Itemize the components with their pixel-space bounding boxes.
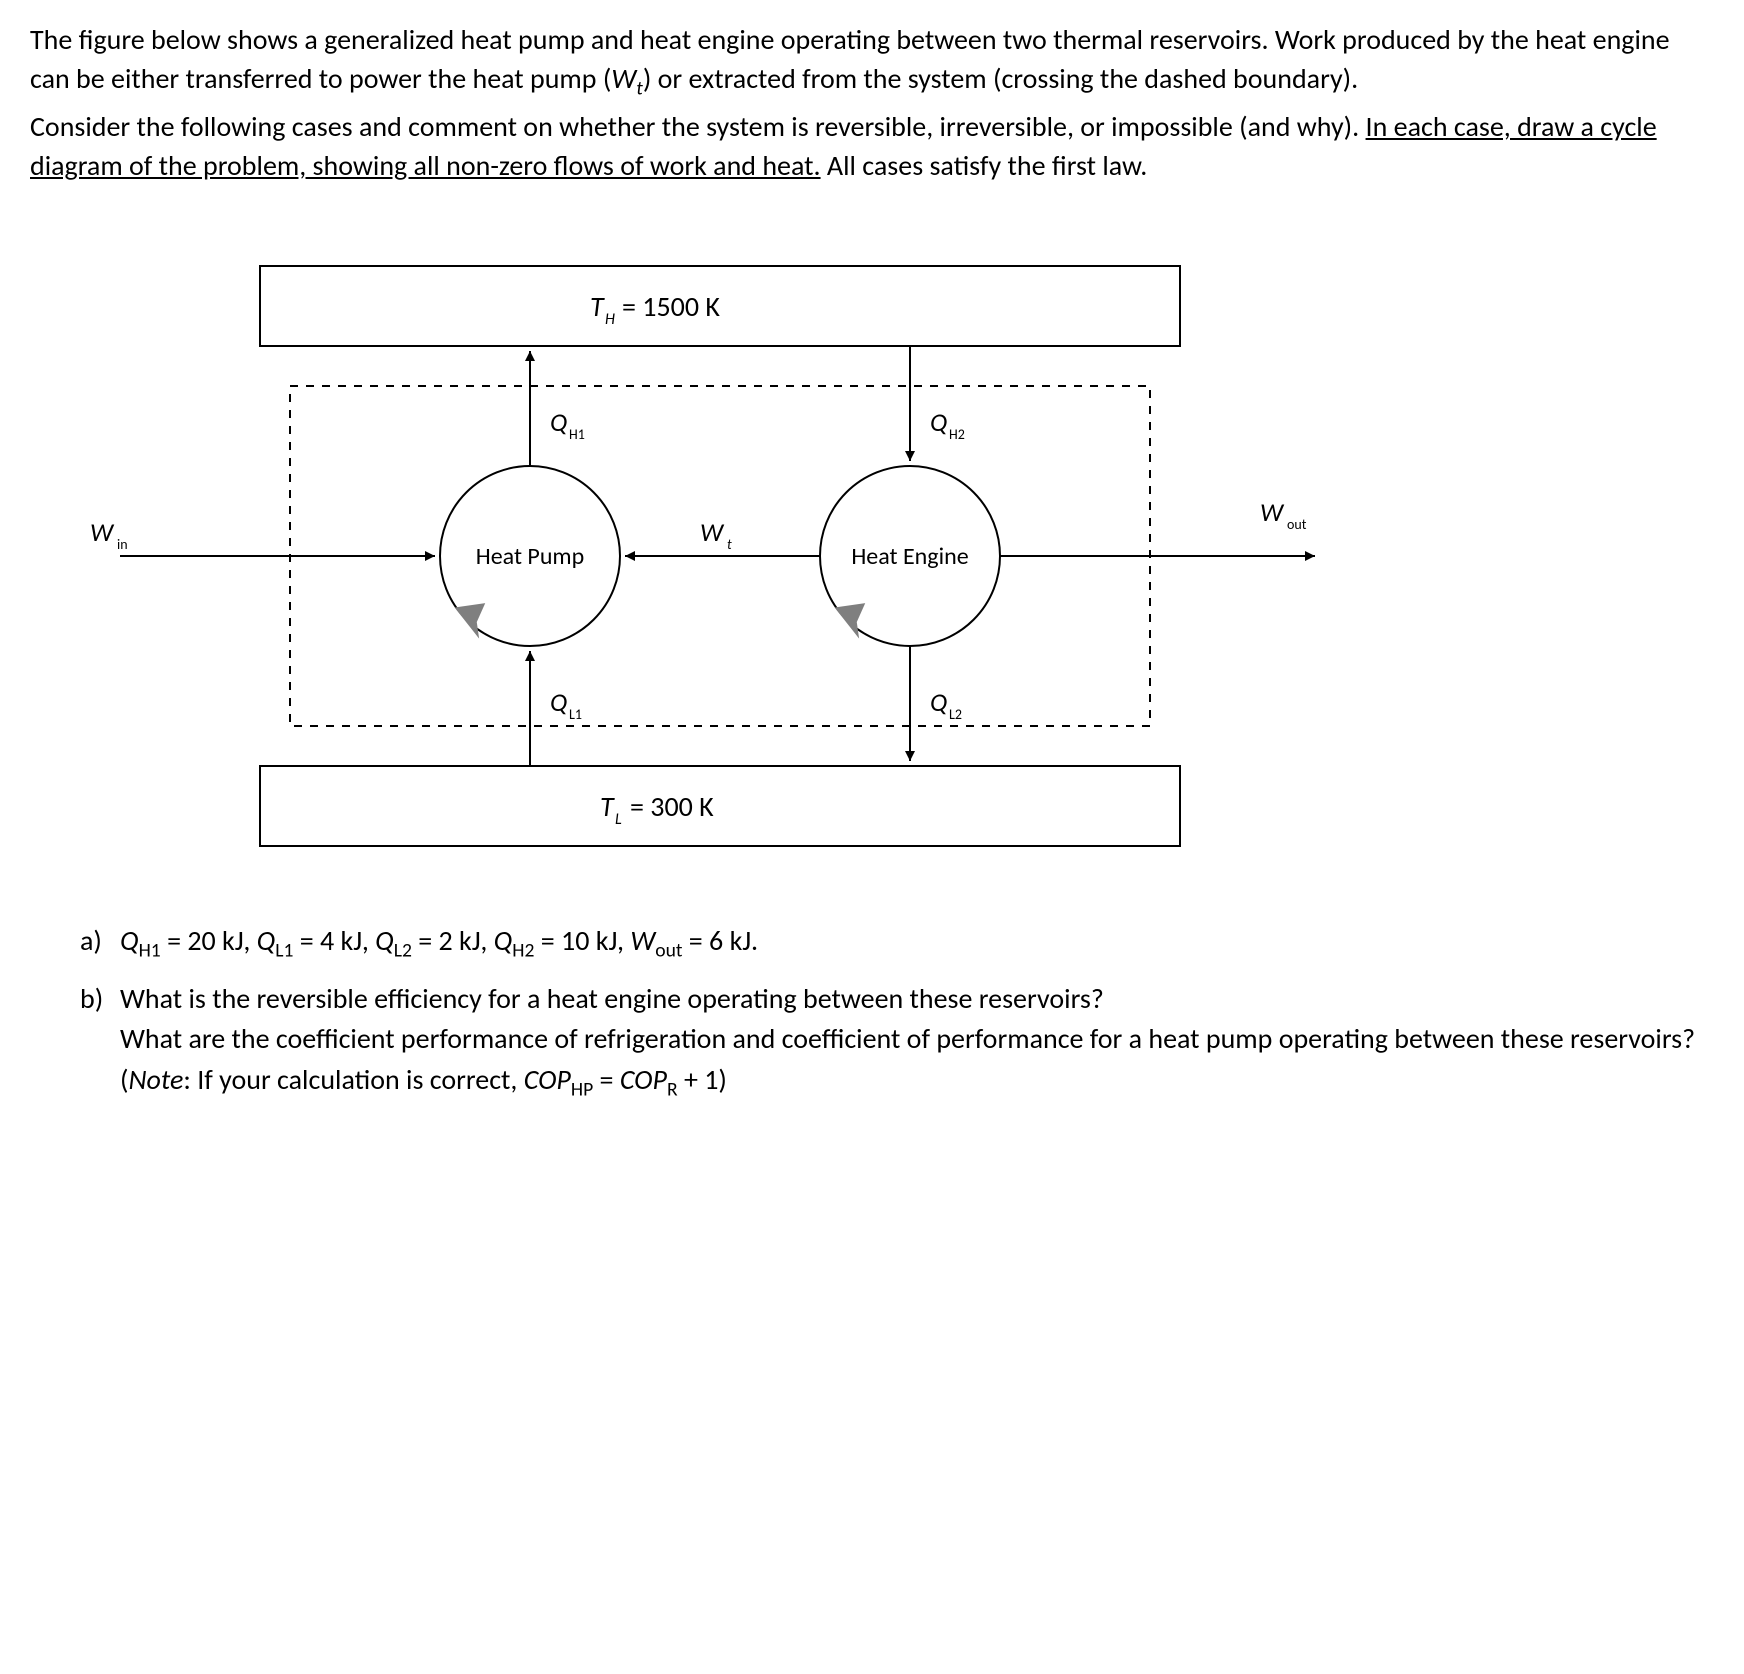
qb-plus: + 1) xyxy=(678,1062,727,1097)
qb-copr: COP xyxy=(620,1062,667,1097)
heat-pump-label: Heat Pump xyxy=(476,542,584,571)
cold-sub-l: L xyxy=(615,810,622,829)
wt-sub: t xyxy=(727,536,732,553)
cold-eq: = 300 K xyxy=(630,789,714,824)
ql2-label: Q xyxy=(930,686,947,718)
win-sub: in xyxy=(117,536,128,553)
cold-reservoir-label: T xyxy=(600,789,615,824)
qa-body: QH1 = 20 kJ, QL1 = 4 kJ, QL2 = 2 kJ, QH2… xyxy=(120,921,1714,965)
problem-paragraph-1: The figure below shows a generalized hea… xyxy=(30,20,1714,103)
thermo-diagram: T H = 1500 K T L = 300 K Heat Pump Heat … xyxy=(30,246,1430,866)
qb-cophp-sub: HP xyxy=(571,1077,593,1101)
ql1-sub: L1 xyxy=(569,706,582,723)
questions-block: a) QH1 = 20 kJ, QL1 = 4 kJ, QL2 = 2 kJ, … xyxy=(30,921,1714,1104)
qb-body: What is the reversible efficiency for a … xyxy=(120,979,1714,1104)
problem-paragraph-2: Consider the following cases and comment… xyxy=(30,107,1714,185)
qb-cophp: COP xyxy=(524,1062,571,1097)
diagram-container: T H = 1500 K T L = 300 K Heat Pump Heat … xyxy=(30,246,1714,871)
ql2-sub: L2 xyxy=(949,706,962,723)
wout-label: W xyxy=(1260,496,1285,528)
cold-reservoir-box xyxy=(260,766,1180,846)
heat-engine-label: Heat Engine xyxy=(851,542,968,571)
qb-eq: = xyxy=(593,1062,620,1097)
qh2-sub: H2 xyxy=(949,426,965,443)
question-a: a) QH1 = 20 kJ, QL1 = 4 kJ, QL2 = 2 kJ, … xyxy=(80,921,1714,965)
hot-reservoir-box xyxy=(260,266,1180,346)
wout-sub: out xyxy=(1287,516,1307,533)
qa-qh1-sub: H1 xyxy=(139,938,161,962)
qa-letter: a) xyxy=(80,921,120,965)
p2a-text: Consider the following cases and comment… xyxy=(30,109,1366,144)
qa-qh2: Q xyxy=(494,923,513,958)
qh2-label: Q xyxy=(930,406,947,438)
qh1-label: Q xyxy=(550,406,567,438)
qh1-sub: H1 xyxy=(569,426,585,443)
qa-qh2-sub: H2 xyxy=(512,938,534,962)
qa-ql1: Q xyxy=(257,923,276,958)
wt-label: W xyxy=(700,516,725,548)
hot-reservoir-label: T xyxy=(590,289,605,324)
p1b-text: ) or extracted from the system (crossing… xyxy=(643,61,1358,96)
hot-sub-h: H xyxy=(605,310,615,329)
qb-copr-sub: R xyxy=(667,1077,678,1101)
qa-wout: W xyxy=(630,923,655,958)
hot-eq: = 1500 K xyxy=(622,289,720,324)
qb-note: Note xyxy=(129,1062,184,1097)
win-label: W xyxy=(90,516,115,548)
qa-qh1: Q xyxy=(120,923,139,958)
p2b-text: All cases satisfy the first law. xyxy=(821,148,1148,183)
qb-line1: What is the reversible efficiency for a … xyxy=(120,981,1104,1016)
qa-ql2-sub: L2 xyxy=(394,938,412,962)
qa-ql2: Q xyxy=(375,923,394,958)
qb-letter: b) xyxy=(80,979,120,1104)
question-b: b) What is the reversible efficiency for… xyxy=(80,979,1714,1104)
wt-symbol: Wt xyxy=(611,61,643,96)
ql1-label: Q xyxy=(550,686,567,718)
qa-ql1-sub: L1 xyxy=(275,938,293,962)
qb-line2b: : If your calculation is correct, xyxy=(183,1062,523,1097)
qa-wout-sub: out xyxy=(655,938,682,962)
